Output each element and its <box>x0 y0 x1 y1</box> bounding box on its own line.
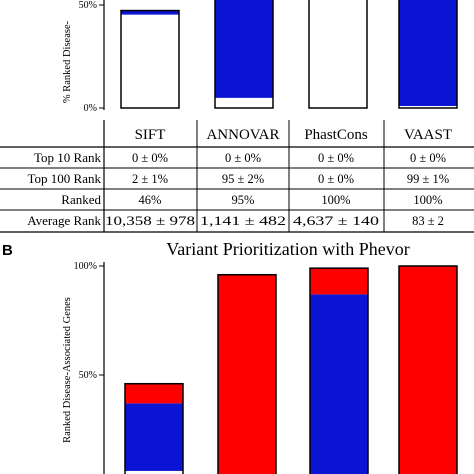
table-cell: 46% <box>139 193 162 207</box>
panel-a-bar-1-outline <box>214 0 274 109</box>
panel-b-bar-3-segment-2 <box>399 266 457 474</box>
panel-a-ytick-50: 50% <box>79 0 97 11</box>
table-row-label-top10: Top 10 Rank <box>34 150 101 165</box>
table-col-header-vaast: VAAST <box>404 127 452 143</box>
panel-b-bar-0-segment-2 <box>125 383 183 404</box>
table-cell: 99 ± 1% <box>407 172 449 186</box>
panel-a-bar-1-segment-0 <box>215 97 273 108</box>
panel-b-ytick-100: 100% <box>74 261 97 272</box>
table-cell: 100% <box>321 193 350 207</box>
table-cell: 83 ± 2 <box>412 214 444 228</box>
panel-a-bar-3-segment-0 <box>399 105 457 108</box>
panel-a-bar-0-segment-0 <box>121 14 179 108</box>
table-cell: 95% <box>232 193 255 207</box>
panel-b-bar-3-outline <box>398 265 458 474</box>
table-cell: 0 ± 0% <box>132 151 168 165</box>
panel-a-bar-2-outline <box>308 0 368 109</box>
table-row-label-top100: Top 100 Rank <box>28 171 102 186</box>
table-col-header-annovar: ANNOVAR <box>206 127 279 143</box>
table-cell: 0 ± 0% <box>225 151 261 165</box>
panel-b-bar-2-segment-1 <box>310 294 368 474</box>
panel-b-chart: B Variant Prioritization with Phevor Ran… <box>2 239 458 474</box>
table-cell: 0 ± 0% <box>318 172 354 186</box>
panel-b-label: B <box>2 242 13 259</box>
panel-b-bar-1-segment-2 <box>218 274 276 474</box>
panel-b-bar-2-outline <box>309 267 369 474</box>
panel-a-table: SIFT ANNOVAR PhastCons VAAST Top 10 Rank… <box>0 120 474 233</box>
panel-a-bar-0-segment-1 <box>121 10 179 15</box>
panel-b-bar-1-outline <box>217 273 277 474</box>
table-cell: 2 ± 1% <box>132 172 168 186</box>
panel-b-bar-0-segment-0 <box>125 470 183 474</box>
table-cell: 0 ± 0% <box>318 151 354 165</box>
panel-a-bar-0-outline <box>120 9 180 109</box>
panel-b-y-axis-label: Ranked Disease-Associated Genes <box>62 297 73 443</box>
panel-b-bar-0-segment-1 <box>125 403 183 471</box>
panel-a-bar-2-segment-0 <box>309 0 367 108</box>
table-row-label-average-rank: Average Rank <box>27 213 101 228</box>
panel-b-ytick-50: 50% <box>79 370 97 381</box>
table-cell: 100% <box>413 193 442 207</box>
table-col-header-phastcons: PhastCons <box>304 127 368 143</box>
table-cell: 4,637 ± 140 <box>293 214 379 228</box>
panel-a-bar-3-outline <box>398 0 458 109</box>
table-cell: 10,358 ± 978 <box>105 214 195 228</box>
panel-b-title: Variant Prioritization with Phevor <box>166 239 409 259</box>
panel-a-y-axis-label: % Ranked Disease- <box>62 20 73 103</box>
panel-a-bar-1-segment-1 <box>215 0 273 98</box>
table-row-label-ranked: Ranked <box>61 192 101 207</box>
panel-a-ytick-0: 0% <box>84 103 97 114</box>
table-cell: 0 ± 0% <box>410 151 446 165</box>
panel-b-bar-2-segment-2 <box>310 268 368 295</box>
table-col-header-sift: SIFT <box>135 127 166 143</box>
panel-b-bar-0-outline <box>124 382 184 474</box>
panel-a-chart: % Ranked Disease- 50% 0% <box>62 0 458 114</box>
panel-a-bar-3-segment-1 <box>399 0 457 106</box>
table-cell: 95 ± 2% <box>222 172 264 186</box>
table-cell: 1,141 ± 482 <box>200 214 286 228</box>
